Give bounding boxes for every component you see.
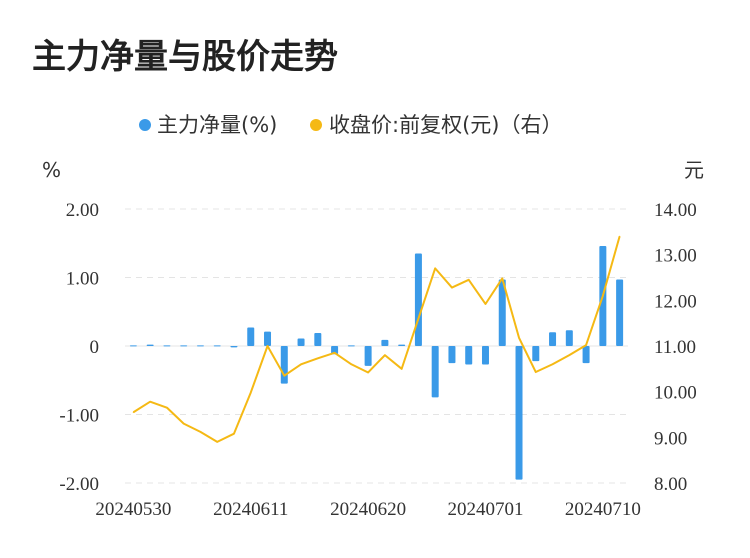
grid-lines xyxy=(125,208,628,484)
line-point xyxy=(602,295,604,297)
line-point xyxy=(199,431,202,433)
right-tick-label: 10.00 xyxy=(654,383,697,404)
bar xyxy=(129,345,137,347)
right-tick-label: 9.00 xyxy=(654,428,687,449)
line-point xyxy=(283,375,285,377)
line-point xyxy=(518,337,520,339)
left-tick-label: 1.00 xyxy=(66,269,99,290)
bar xyxy=(565,330,573,346)
line-point xyxy=(250,391,252,394)
bar xyxy=(180,345,188,347)
bar xyxy=(146,344,154,346)
bar xyxy=(616,279,624,346)
line-series xyxy=(132,235,621,443)
bar xyxy=(414,253,422,346)
bar xyxy=(549,332,557,346)
line-point xyxy=(166,407,168,409)
bar xyxy=(498,279,506,346)
bar xyxy=(163,345,171,347)
line-point xyxy=(132,411,134,413)
bar-series xyxy=(129,245,624,480)
x-axis-ticks: 20240530 20240611 20240620 20240701 20240710 xyxy=(95,499,640,520)
line-point xyxy=(619,235,621,237)
line-point xyxy=(551,363,554,365)
bar xyxy=(264,331,272,346)
legend-line-marker xyxy=(310,119,322,131)
x-tick-label: 20240530 xyxy=(95,499,171,520)
legend-bar-marker xyxy=(139,119,151,131)
legend: 主力净量(%) 收盘价:前复权(元)（右） xyxy=(139,113,562,137)
line-point xyxy=(434,267,436,269)
bar xyxy=(314,332,322,346)
line-point xyxy=(468,279,470,281)
left-tick-label: -1.00 xyxy=(59,406,99,427)
bar xyxy=(515,346,523,480)
line-point xyxy=(401,368,403,370)
line-point xyxy=(300,363,302,365)
x-tick-label: 20240710 xyxy=(565,499,641,520)
bar xyxy=(247,327,255,346)
line-point xyxy=(233,433,235,435)
line-point xyxy=(585,344,587,346)
x-tick-label: 20240701 xyxy=(447,499,523,520)
line-point xyxy=(484,303,487,305)
bar xyxy=(481,346,489,365)
legend-line-label: 收盘价:前复权(元)（右） xyxy=(329,113,562,137)
right-axis-ticks: 14.00 13.00 12.00 11.00 10.00 9.00 8.00 xyxy=(654,200,697,495)
line-point xyxy=(317,357,319,359)
x-tick-label: 20240620 xyxy=(330,499,406,520)
legend-bar-label: 主力净量(%) xyxy=(157,113,277,137)
right-tick-label: 12.00 xyxy=(654,291,697,312)
bar xyxy=(297,338,305,346)
left-tick-label: 2.00 xyxy=(66,200,99,221)
right-axis-unit: 元 xyxy=(684,158,704,182)
line-point xyxy=(417,318,420,320)
x-tick-label: 20240611 xyxy=(213,499,288,520)
bar xyxy=(582,346,590,364)
bar xyxy=(331,346,339,355)
line-point xyxy=(568,354,570,356)
bar xyxy=(213,345,221,347)
left-tick-label: 0 xyxy=(90,337,100,358)
line-point xyxy=(333,352,336,354)
bar xyxy=(347,345,355,347)
left-axis-ticks: 2.00 1.00 0 -1.00 -2.00 xyxy=(59,200,99,495)
line-point xyxy=(149,401,151,403)
right-tick-label: 14.00 xyxy=(654,200,697,221)
line-point xyxy=(266,345,269,347)
left-axis-unit: % xyxy=(42,158,61,182)
line-point xyxy=(367,371,369,374)
right-tick-label: 11.00 xyxy=(654,337,696,358)
line-point xyxy=(183,423,185,425)
bar xyxy=(465,346,473,365)
bar xyxy=(230,346,238,348)
line-point xyxy=(216,441,218,443)
bar xyxy=(196,345,204,347)
bar xyxy=(532,346,540,362)
line-point xyxy=(350,363,352,365)
bar xyxy=(431,346,439,398)
right-tick-label: 8.00 xyxy=(654,474,687,495)
bar xyxy=(448,346,456,364)
bar xyxy=(364,346,372,366)
left-tick-label: -2.00 xyxy=(59,474,99,495)
chart-title: 主力净量与股价走势 xyxy=(32,37,338,77)
line-point xyxy=(501,277,503,280)
line-point xyxy=(451,286,453,289)
bar xyxy=(381,339,389,346)
right-tick-label: 13.00 xyxy=(654,246,697,267)
price-line xyxy=(132,236,621,443)
line-point xyxy=(384,354,386,356)
line-point xyxy=(535,371,537,373)
bar xyxy=(398,344,406,346)
bar xyxy=(280,346,288,384)
